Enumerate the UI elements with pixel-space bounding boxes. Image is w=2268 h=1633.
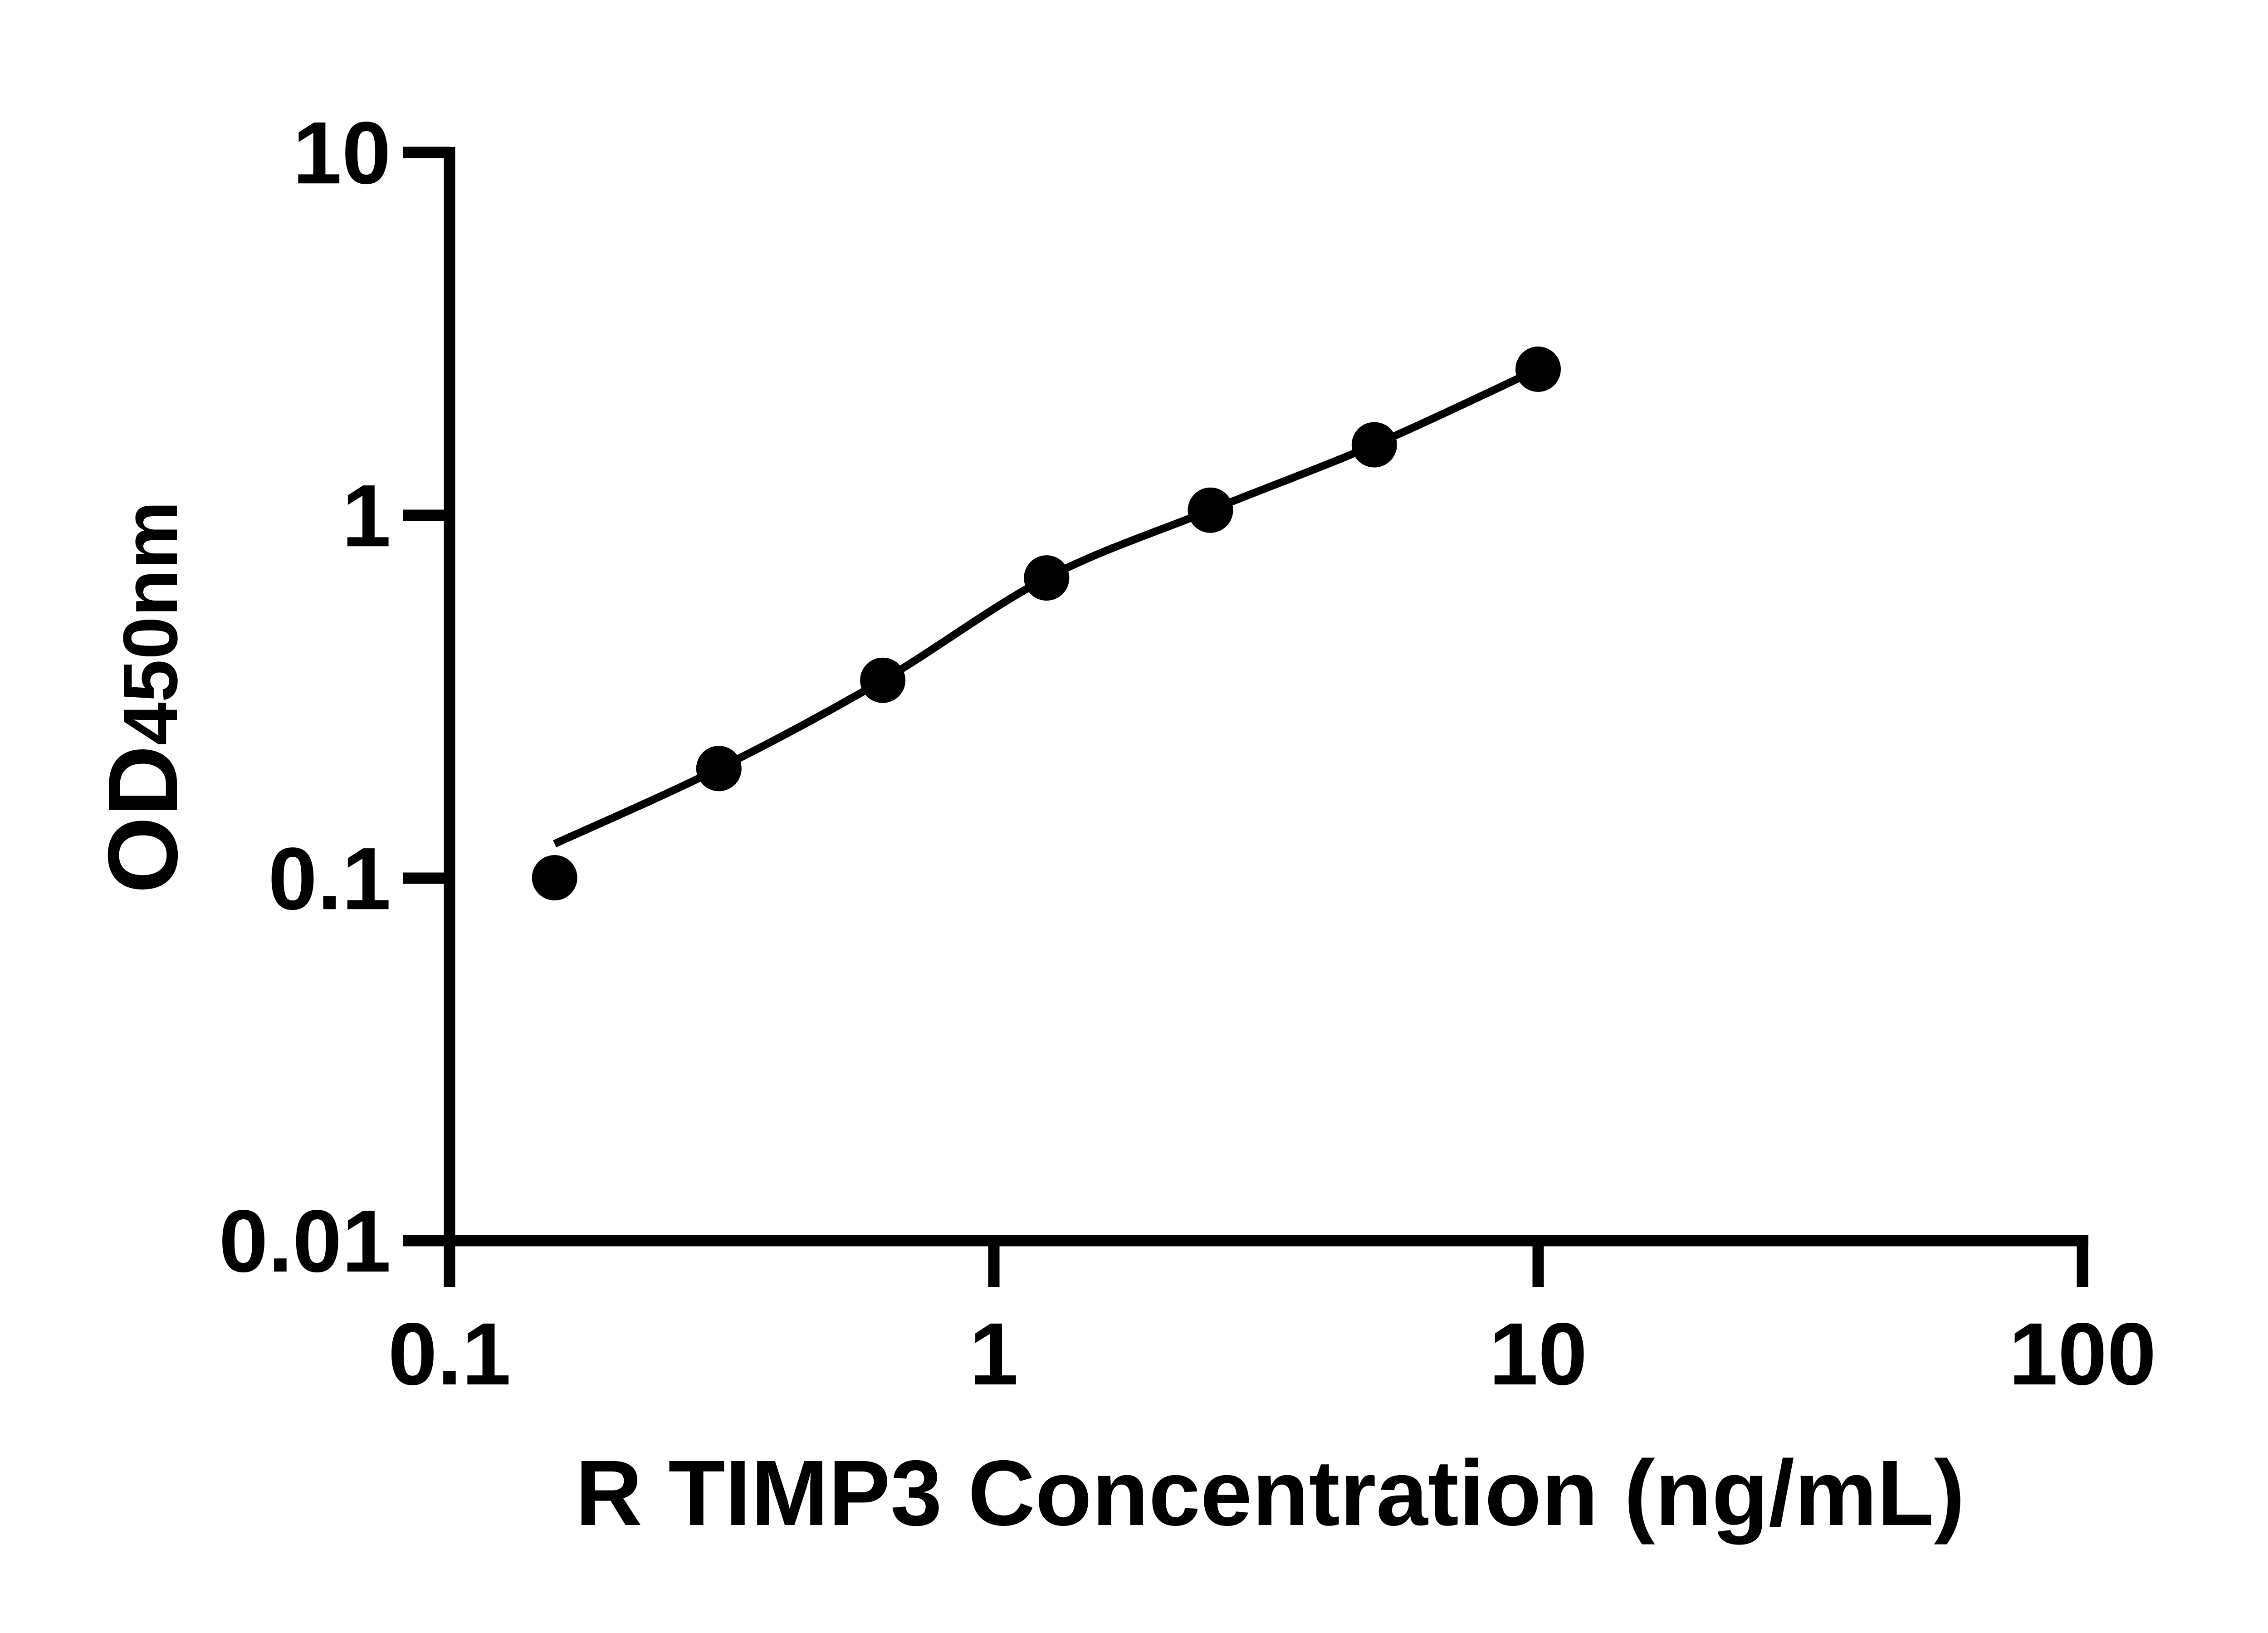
data-point-marker bbox=[1024, 555, 1070, 601]
y-tick-label-10: 10 bbox=[293, 103, 391, 202]
data-point-marker bbox=[1351, 422, 1397, 468]
x-tick-label-1: 1 bbox=[969, 1305, 1018, 1403]
data-point-marker bbox=[1515, 346, 1561, 392]
data-point-marker bbox=[696, 746, 742, 792]
x-tick-label-10: 10 bbox=[1489, 1305, 1588, 1403]
y-tick-label-0.01: 0.01 bbox=[219, 1192, 391, 1291]
data-point-marker bbox=[1188, 487, 1233, 533]
data-point-marker bbox=[532, 855, 577, 900]
data-points-group bbox=[532, 346, 1561, 900]
y-axis-title-sub: 450nm bbox=[108, 501, 194, 745]
data-point-marker bbox=[860, 657, 906, 703]
x-tick-label-0.1: 0.1 bbox=[388, 1305, 511, 1403]
y-axis-title-main: OD bbox=[88, 745, 198, 894]
y-tick-label-0.1: 0.1 bbox=[268, 829, 391, 928]
y-tick-label-1: 1 bbox=[342, 466, 391, 565]
x-tick-label-100: 100 bbox=[2009, 1305, 2156, 1403]
x-axis-title: R TIMP3 Concentration (ng/mL) bbox=[575, 1441, 1965, 1545]
y-axis-title: OD450nm bbox=[88, 501, 198, 894]
